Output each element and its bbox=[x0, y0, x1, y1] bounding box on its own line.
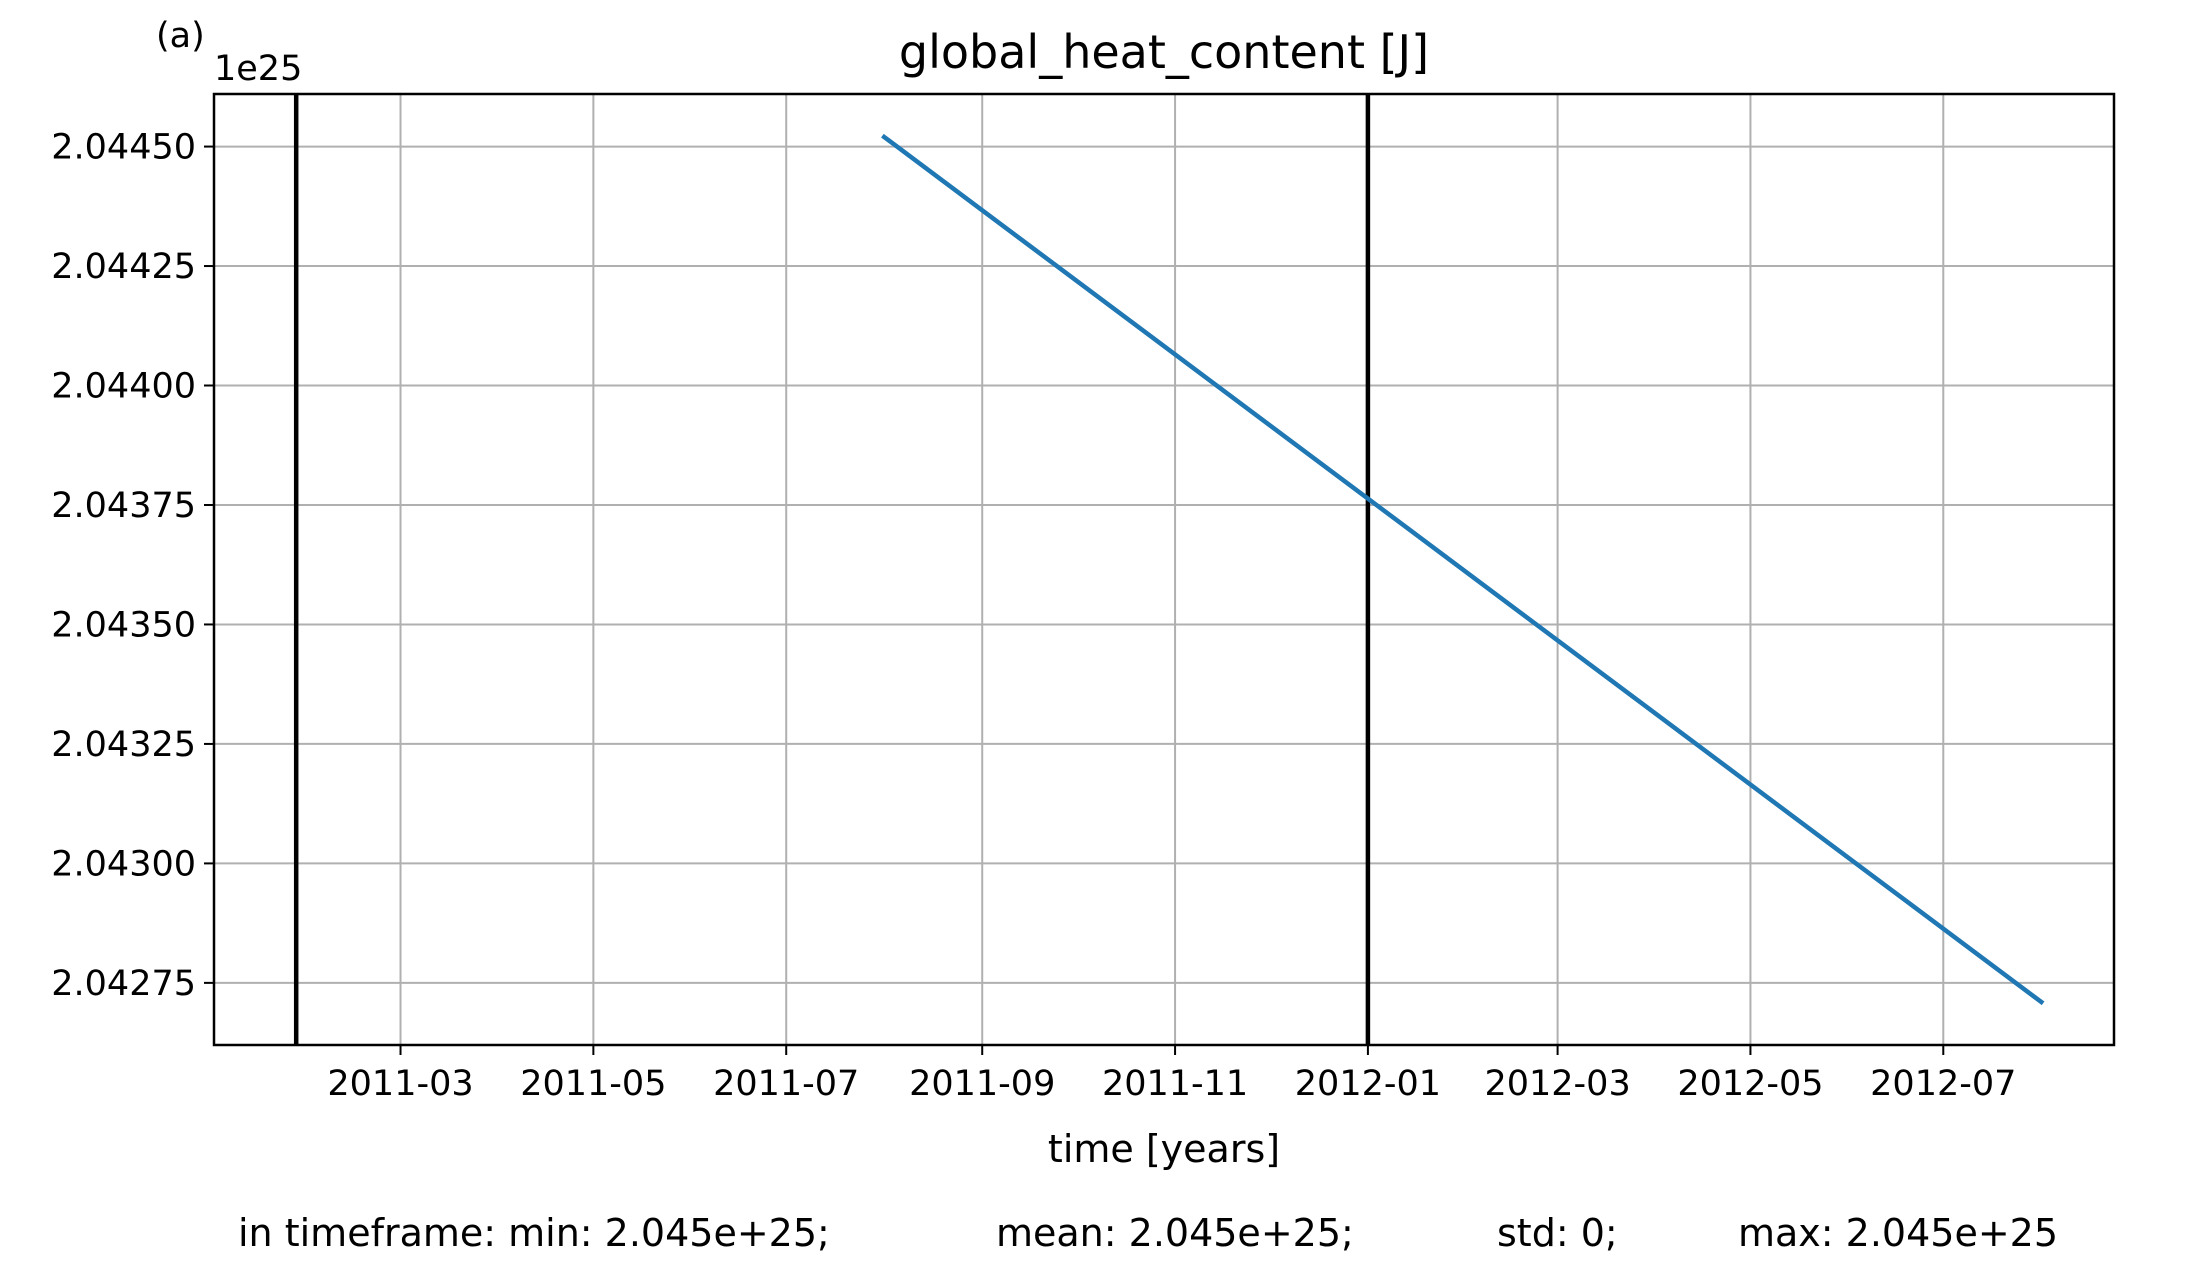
panel-label: (a) bbox=[156, 16, 205, 56]
x-tick-label: 2011-11 bbox=[1102, 1064, 1248, 1104]
stats-max: max: 2.045e+25 bbox=[1738, 1211, 2058, 1255]
x-tick-label: 2012-03 bbox=[1484, 1064, 1630, 1104]
x-tick-label: 2012-01 bbox=[1295, 1064, 1441, 1104]
y-tick-label: 2.04325 bbox=[51, 725, 196, 765]
series-line bbox=[881, 133, 2045, 1006]
y-tick-label: 2.04300 bbox=[51, 844, 196, 884]
y-tick-label: 2.04275 bbox=[51, 964, 196, 1004]
y-tick-label: 2.04425 bbox=[51, 247, 196, 287]
stats-mean: mean: 2.045e+25; bbox=[996, 1211, 1354, 1255]
plot-frame bbox=[212, 92, 2116, 1047]
y-axis: 2.04275 2.04300 2.04325 2.04350 2.04375 2.044… bbox=[51, 128, 214, 1004]
stats-min: in timeframe: min: 2.045e+25; bbox=[238, 1211, 830, 1255]
x-tick-label: 2012-05 bbox=[1677, 1064, 1823, 1104]
x-tick-label: 2011-09 bbox=[909, 1064, 1055, 1104]
chart-title: global_heat_content [J] bbox=[899, 25, 1429, 79]
vertical-markers bbox=[293, 94, 1371, 1045]
x-axis-label: time [years] bbox=[1048, 1127, 1280, 1171]
series-layer bbox=[881, 133, 2045, 1006]
x-tick-label: 2011-03 bbox=[327, 1064, 473, 1104]
offset-label: 1e25 bbox=[214, 49, 302, 89]
x-tick-label: 2011-05 bbox=[520, 1064, 666, 1104]
stats-std: std: 0; bbox=[1497, 1211, 1618, 1255]
x-axis: 2011-03 2011-05 2011-07 2011-09 2011-11 2012-… bbox=[327, 1045, 2016, 1104]
y-tick-label: 2.04375 bbox=[51, 486, 196, 526]
grid bbox=[214, 94, 2114, 1045]
y-tick-label: 2.04400 bbox=[51, 367, 196, 407]
x-tick-label: 2012-07 bbox=[1870, 1064, 2016, 1104]
y-tick-label: 2.04350 bbox=[51, 605, 196, 645]
y-tick-label: 2.04450 bbox=[51, 128, 196, 168]
x-tick-label: 2011-07 bbox=[713, 1064, 859, 1104]
